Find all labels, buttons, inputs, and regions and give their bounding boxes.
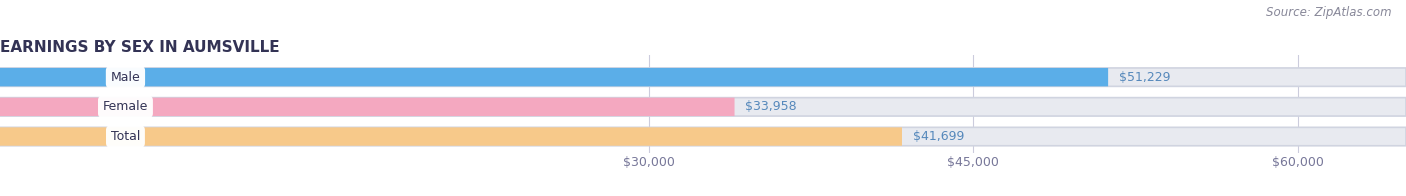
FancyBboxPatch shape [0,98,1406,116]
FancyBboxPatch shape [0,127,903,146]
Text: Male: Male [111,71,141,84]
Text: EARNINGS BY SEX IN AUMSVILLE: EARNINGS BY SEX IN AUMSVILLE [0,40,280,55]
Text: Total: Total [111,130,141,143]
FancyBboxPatch shape [0,68,1406,86]
Text: Source: ZipAtlas.com: Source: ZipAtlas.com [1267,6,1392,19]
Text: Female: Female [103,100,148,113]
Text: $41,699: $41,699 [912,130,965,143]
FancyBboxPatch shape [0,68,1108,86]
Text: $51,229: $51,229 [1119,71,1170,84]
FancyBboxPatch shape [0,98,734,116]
FancyBboxPatch shape [0,127,1406,146]
Text: $33,958: $33,958 [745,100,797,113]
